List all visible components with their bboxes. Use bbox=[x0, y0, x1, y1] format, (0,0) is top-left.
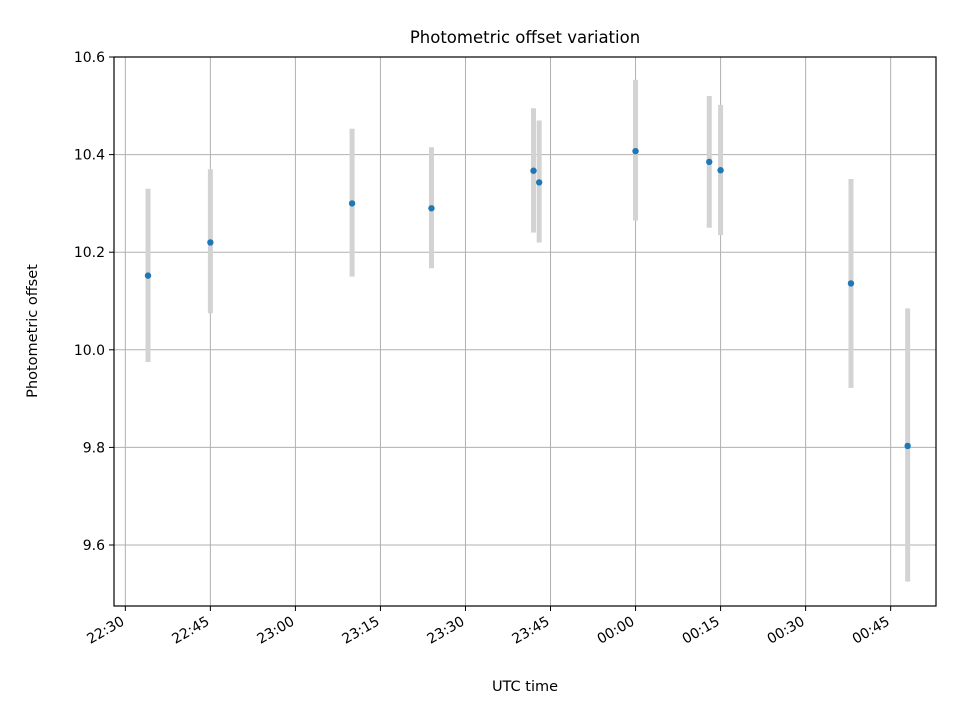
data-points bbox=[144, 147, 911, 450]
x-axis-label: UTC time bbox=[492, 679, 558, 695]
y-tick-label: 10.6 bbox=[74, 50, 105, 66]
plot-frame bbox=[113, 56, 937, 607]
y-tick-label: 10.2 bbox=[74, 245, 105, 261]
data-point bbox=[717, 167, 724, 174]
data-point bbox=[428, 205, 435, 212]
grid bbox=[114, 56, 936, 606]
data-point bbox=[632, 147, 639, 155]
data-point bbox=[348, 200, 356, 207]
data-point bbox=[144, 272, 152, 279]
chart-title: Photometric offset variation bbox=[410, 28, 640, 47]
data-point bbox=[530, 167, 537, 174]
data-point bbox=[706, 158, 713, 166]
data-point bbox=[904, 442, 911, 450]
y-axis: 9.6 9.8 10.0 10.2 10.4 10.6 bbox=[74, 50, 114, 554]
y-tick-label: 9.8 bbox=[83, 440, 105, 456]
y-axis-label: Photometric offset bbox=[25, 264, 41, 398]
y-tick-label: 10.4 bbox=[74, 148, 105, 164]
data-point bbox=[207, 239, 214, 246]
data-point bbox=[535, 179, 543, 186]
y-tick-label: 10.0 bbox=[74, 343, 105, 359]
data-point bbox=[847, 280, 855, 287]
y-tick-label: 9.6 bbox=[83, 538, 105, 554]
